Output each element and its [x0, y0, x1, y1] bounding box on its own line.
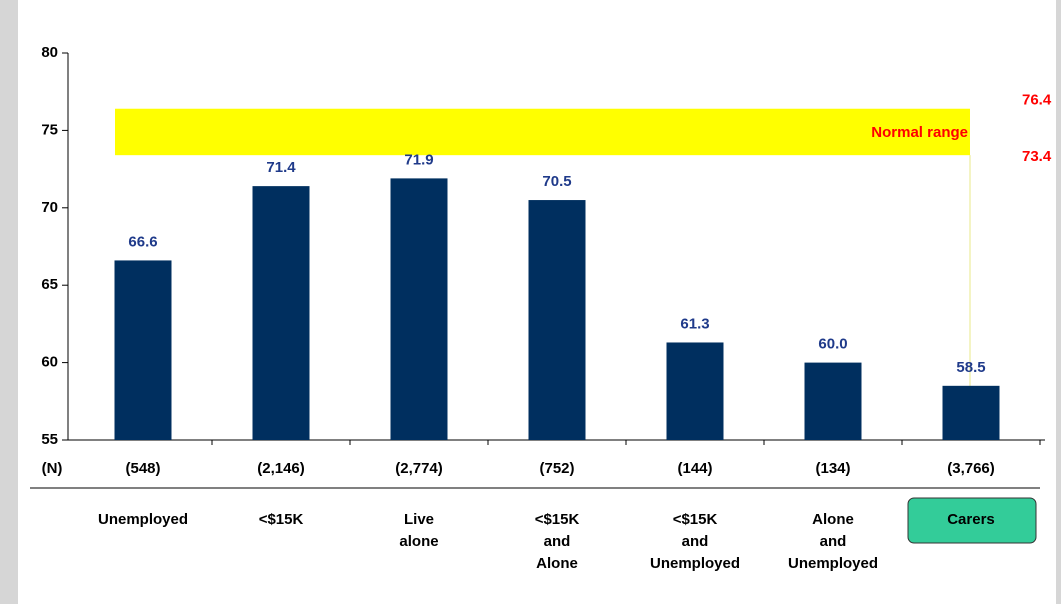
y-tick-label: 70 [41, 199, 58, 216]
n-label: (N) [42, 460, 63, 477]
n-value: (144) [677, 460, 712, 477]
bar [942, 385, 1000, 440]
x-tick-label: <$15K and Alone [535, 511, 580, 572]
n-value: (548) [125, 460, 160, 477]
x-tick-label: Live alone [399, 511, 438, 550]
highlight-box [907, 497, 1037, 544]
bar [252, 186, 310, 440]
n-value: (2,774) [395, 460, 443, 477]
y-tick-label: 55 [41, 431, 58, 448]
normal-range-label: Normal range [871, 124, 968, 141]
value-label: 70.5 [542, 173, 571, 190]
n-value: (134) [815, 460, 850, 477]
normal-range-band [115, 108, 970, 156]
value-label: 71.9 [404, 151, 433, 168]
value-label: 58.5 [956, 359, 985, 376]
normal-range-low: 73.4 [1022, 148, 1052, 165]
n-value: (752) [539, 460, 574, 477]
y-tick-label: 60 [41, 354, 58, 371]
value-label: 60.0 [818, 336, 847, 353]
x-tick-label: Unemployed [98, 511, 188, 528]
x-tick-label: Carers [947, 511, 995, 528]
left-border [0, 0, 18, 604]
bar [804, 362, 862, 440]
n-value: (3,766) [947, 460, 995, 477]
bar [114, 260, 172, 440]
value-label: 61.3 [680, 315, 709, 332]
n-value: (2,146) [257, 460, 305, 477]
x-tick-label: <$15K [259, 511, 304, 528]
value-label: 71.4 [266, 159, 296, 176]
bar [390, 178, 448, 440]
value-label: 66.6 [128, 233, 157, 250]
y-tick-label: 75 [41, 121, 58, 138]
bar [528, 200, 586, 440]
normal-range-high: 76.4 [1022, 92, 1052, 109]
bar [666, 342, 724, 440]
x-tick-label: <$15K and Unemployed [650, 511, 740, 572]
right-border [1056, 0, 1061, 604]
y-tick-label: 65 [41, 276, 58, 293]
y-tick-label: 80 [41, 44, 58, 61]
x-tick-label: Alone and Unemployed [788, 511, 878, 572]
